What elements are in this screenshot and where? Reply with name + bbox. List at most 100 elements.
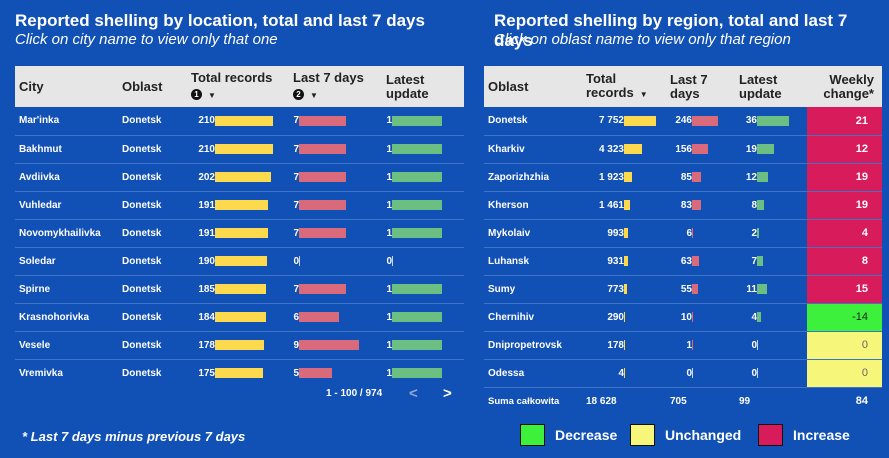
city-cell[interactable]: Novomykhailivka (15, 218, 118, 247)
region-latest-bar (757, 255, 763, 266)
region-oblast-cell[interactable]: Kherson (484, 190, 582, 219)
region-oblast-cell[interactable]: Kharkiv (484, 134, 582, 163)
last7-value: 6 (293, 311, 299, 323)
table-row[interactable]: Kherson 1 461 83 8 19 (484, 190, 882, 219)
left-panel-subtitle: Click on city name to view only that one (15, 31, 278, 48)
region-latest-bar (757, 143, 774, 154)
total-bar (215, 115, 273, 126)
previous-page-button[interactable]: < (409, 385, 418, 402)
table-row[interactable]: Zaporizhzhia 1 923 85 12 19 (484, 162, 882, 191)
region-oblast-cell[interactable]: Sumy (484, 274, 582, 303)
total-value: 202 (198, 171, 215, 183)
weekly-change-header[interactable]: Weekly change* (823, 71, 874, 101)
region-latest-value: 8 (751, 199, 757, 211)
oblast-cell: Donetsk (118, 190, 187, 219)
region-total-value: 4 323 (598, 143, 624, 155)
table-row[interactable]: Vesele Donetsk 178 9 1 (15, 330, 464, 359)
city-cell[interactable]: Soledar (15, 246, 118, 275)
table-row[interactable]: Krasnohorivka Donetsk 184 6 1 (15, 302, 464, 331)
region-total-bar (624, 171, 632, 182)
last7-cell: 9 (289, 330, 382, 359)
latest-bar (392, 143, 442, 154)
region-oblast-cell[interactable]: Zaporizhzhia (484, 162, 582, 191)
latest-cell: 1 (382, 134, 464, 163)
region-oblast-cell[interactable]: Chernihiv (484, 302, 582, 331)
table-row[interactable]: Vremivka Donetsk 175 5 1 (15, 358, 464, 387)
region-total-cell: 4 323 (582, 134, 666, 163)
region-latest-cell: 36 (735, 107, 807, 135)
table-row[interactable]: Kharkiv 4 323 156 19 12 (484, 134, 882, 163)
region-total-header[interactable]: Total records ▼ (586, 70, 648, 100)
oblast-header[interactable]: Oblast (122, 78, 163, 94)
last7-bar (299, 368, 332, 379)
city-cell[interactable]: Vuhledar (15, 190, 118, 219)
region-last7-bar (692, 283, 698, 294)
weekly-change-cell: 19 (807, 190, 882, 219)
city-cell[interactable]: Vremivka (15, 358, 118, 387)
sort-caret-down-icon[interactable]: ▼ (208, 90, 216, 100)
city-cell[interactable]: Krasnohorivka (15, 302, 118, 331)
region-last7-value: 246 (675, 115, 692, 127)
summary-latest: 99 (735, 386, 807, 415)
sort-caret-down-icon[interactable]: ▼ (310, 90, 318, 100)
table-row[interactable]: Donetsk 7 752 246 36 21 (484, 107, 882, 135)
region-latest-cell: 0 (735, 358, 807, 387)
region-oblast-cell[interactable]: Odessa (484, 358, 582, 387)
table-row[interactable]: Vuhledar Donetsk 191 7 1 (15, 190, 464, 219)
region-latest-cell: 12 (735, 162, 807, 191)
table-row[interactable]: Odessa 4 0 0 0 (484, 358, 882, 387)
region-oblast-cell[interactable]: Donetsk (488, 115, 528, 127)
table-row[interactable]: Novomykhailivka Donetsk 191 7 1 (15, 218, 464, 247)
last7-value: 7 (293, 143, 299, 155)
total-bar (215, 227, 268, 238)
region-latest-header[interactable]: Latest update (739, 71, 782, 101)
region-last7-value: 156 (675, 143, 692, 155)
table-row[interactable]: Luhansk 931 63 7 8 (484, 246, 882, 275)
city-cell[interactable]: Avdiivka (15, 162, 118, 191)
total-records-header[interactable]: Total records 1 ▼ (191, 69, 273, 100)
city-header[interactable]: City (19, 78, 44, 94)
city-cell[interactable]: Bakhmut (15, 134, 118, 163)
oblast-cell: Donetsk (118, 246, 187, 275)
region-total-cell: 931 (582, 246, 666, 275)
last-7-days-header[interactable]: Last 7 days 2 ▼ (293, 69, 364, 100)
region-latest-value: 19 (745, 143, 757, 155)
region-oblast-cell[interactable]: Dnipropetrovsk (484, 330, 582, 359)
last7-bar (299, 283, 346, 294)
table-row[interactable]: Soledar Donetsk 190 0 0 (15, 246, 464, 275)
pagination-label: 1 - 100 / 974 (326, 388, 383, 399)
total-cell: 190 (187, 246, 289, 275)
table-row[interactable]: Chernihiv 290 10 4 -14 (484, 302, 882, 331)
region-oblast-header[interactable]: Oblast (488, 78, 529, 94)
latest-update-header[interactable]: Latest update (386, 71, 429, 101)
city-cell[interactable]: Spirne (15, 274, 118, 303)
region-oblast-cell[interactable]: Luhansk (484, 246, 582, 275)
latest-value: 1 (386, 143, 392, 155)
sort-caret-down-icon[interactable]: ▼ (639, 89, 648, 99)
total-bar (215, 339, 264, 350)
latest-bar (392, 368, 442, 379)
weekly-change-cell: 15 (807, 274, 882, 303)
region-last7-header[interactable]: Last 7 days (670, 71, 708, 101)
latest-cell: 1 (382, 358, 464, 387)
total-value: 210 (198, 143, 215, 155)
region-last7-bar (692, 143, 708, 154)
table-row[interactable]: Spirne Donetsk 185 7 1 (15, 274, 464, 303)
next-page-button[interactable]: > (443, 385, 452, 402)
last7-value: 7 (293, 227, 299, 239)
city-cell[interactable]: Vesele (15, 330, 118, 359)
total-cell: 184 (187, 302, 289, 331)
last7-cell: 7 (289, 190, 382, 219)
table-row[interactable]: Dnipropetrovsk 178 1 0 0 (484, 330, 882, 359)
region-oblast-cell[interactable]: Mykolaiv (484, 218, 582, 247)
table-row[interactable]: Mykolaiv 993 6 2 4 (484, 218, 882, 247)
weekly-change-cell: 8 (807, 246, 882, 275)
table-row[interactable]: Mar'inka Donetsk 210 7 1 (15, 107, 464, 135)
city-cell[interactable]: Mar'inka (19, 115, 60, 127)
table-row[interactable]: Sumy 773 55 11 15 (484, 274, 882, 303)
table-row[interactable]: Bakhmut Donetsk 210 7 1 (15, 134, 464, 163)
region-last7-bar (692, 227, 693, 238)
table-row[interactable]: Avdiivka Donetsk 202 7 1 (15, 162, 464, 191)
region-total-cell: 773 (582, 274, 666, 303)
summary-total: 18 628 (582, 386, 666, 415)
